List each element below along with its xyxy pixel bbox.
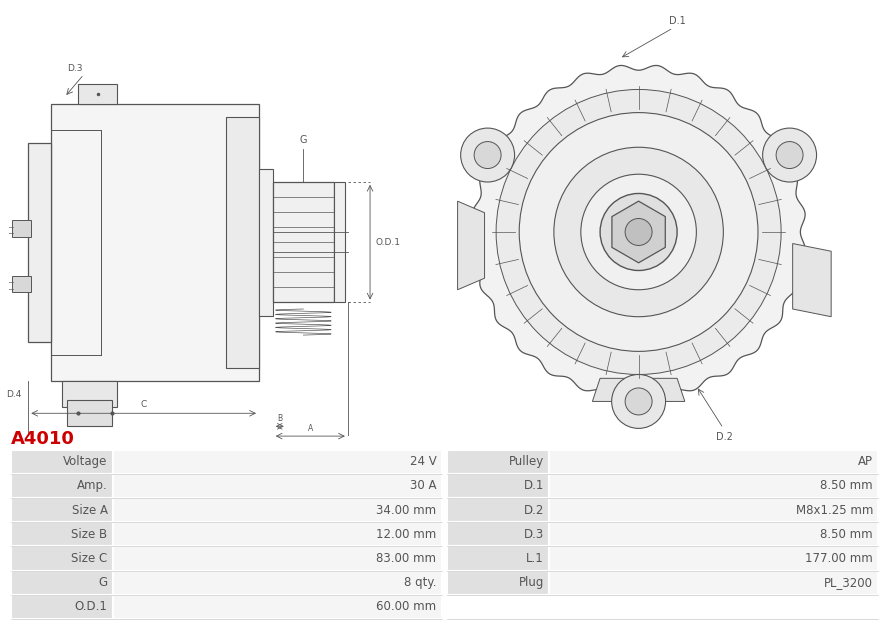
Bar — [549, 546, 878, 571]
Bar — [447, 473, 549, 498]
Bar — [549, 571, 878, 595]
Text: Size B: Size B — [71, 528, 108, 541]
Text: 8 qty.: 8 qty. — [404, 576, 436, 589]
Text: AP: AP — [858, 455, 873, 468]
Text: Pulley: Pulley — [509, 455, 544, 468]
Circle shape — [554, 147, 724, 316]
Bar — [12, 221, 31, 237]
Text: C: C — [140, 400, 147, 409]
Text: 83.00 mm: 83.00 mm — [377, 552, 436, 565]
Bar — [549, 450, 878, 473]
Text: D.1: D.1 — [524, 479, 544, 492]
Text: 8.50 mm: 8.50 mm — [821, 479, 873, 492]
Text: Plug: Plug — [518, 576, 544, 589]
Text: D.2: D.2 — [716, 432, 733, 442]
Bar — [11, 595, 113, 619]
Text: Size C: Size C — [71, 552, 108, 565]
Bar — [447, 546, 549, 571]
Bar — [549, 498, 878, 522]
Bar — [28, 143, 51, 341]
Text: D.2: D.2 — [524, 503, 544, 516]
Text: Size A: Size A — [72, 503, 108, 516]
Circle shape — [600, 194, 677, 270]
Bar — [11, 498, 113, 522]
Bar — [259, 169, 273, 315]
Bar — [68, 400, 112, 426]
Text: Voltage: Voltage — [63, 455, 108, 468]
Circle shape — [496, 90, 781, 374]
Polygon shape — [458, 201, 485, 290]
Bar — [447, 450, 549, 473]
Text: 60.00 mm: 60.00 mm — [376, 601, 436, 614]
Polygon shape — [793, 244, 831, 316]
Text: 24 V: 24 V — [410, 455, 436, 468]
Circle shape — [612, 374, 666, 429]
Bar — [447, 595, 549, 619]
Polygon shape — [472, 65, 805, 399]
Circle shape — [763, 128, 817, 182]
Text: D.3: D.3 — [68, 64, 83, 73]
Circle shape — [776, 141, 803, 169]
Circle shape — [474, 141, 501, 169]
Polygon shape — [612, 201, 665, 263]
Text: A4010: A4010 — [11, 430, 75, 447]
Bar — [61, 381, 117, 407]
Bar — [113, 473, 442, 498]
Text: D.4: D.4 — [6, 390, 21, 399]
Bar — [78, 84, 117, 103]
Text: Amp.: Amp. — [76, 479, 108, 492]
Bar — [549, 595, 878, 619]
Text: O.D.1: O.D.1 — [75, 601, 108, 614]
Text: D.3: D.3 — [524, 528, 544, 541]
Bar — [113, 595, 442, 619]
Bar — [447, 498, 549, 522]
Bar — [11, 473, 113, 498]
Bar — [447, 571, 549, 595]
Text: 8.50 mm: 8.50 mm — [821, 528, 873, 541]
Bar — [113, 571, 442, 595]
Text: 177.00 mm: 177.00 mm — [805, 552, 873, 565]
Bar — [447, 522, 549, 546]
Text: B: B — [277, 414, 283, 424]
Bar — [226, 117, 259, 368]
Circle shape — [625, 219, 653, 245]
Bar — [11, 546, 113, 571]
Bar — [113, 498, 442, 522]
Text: A: A — [308, 424, 313, 433]
Circle shape — [519, 113, 758, 351]
Bar — [11, 450, 113, 473]
Text: 34.00 mm: 34.00 mm — [376, 503, 436, 516]
Text: L.1: L.1 — [526, 552, 544, 565]
Bar — [11, 522, 113, 546]
Text: M8x1.25 mm: M8x1.25 mm — [796, 503, 873, 516]
Text: L.1: L.1 — [181, 452, 195, 461]
Circle shape — [625, 388, 653, 415]
Circle shape — [461, 128, 515, 182]
Bar — [113, 522, 442, 546]
Bar — [334, 182, 345, 303]
Circle shape — [581, 174, 696, 290]
Bar — [113, 546, 442, 571]
Bar — [51, 103, 259, 381]
Bar — [549, 473, 878, 498]
Text: D.1: D.1 — [669, 16, 686, 26]
Text: G: G — [300, 135, 307, 145]
Text: 12.00 mm: 12.00 mm — [376, 528, 436, 541]
Bar — [113, 450, 442, 473]
Polygon shape — [592, 378, 685, 401]
Bar — [549, 522, 878, 546]
Bar — [273, 182, 334, 303]
Text: PL_3200: PL_3200 — [824, 576, 873, 589]
Text: G: G — [99, 576, 108, 589]
Text: O.D.1: O.D.1 — [376, 238, 401, 247]
Bar — [12, 276, 31, 292]
Text: 30 A: 30 A — [410, 479, 436, 492]
Bar — [11, 571, 113, 595]
